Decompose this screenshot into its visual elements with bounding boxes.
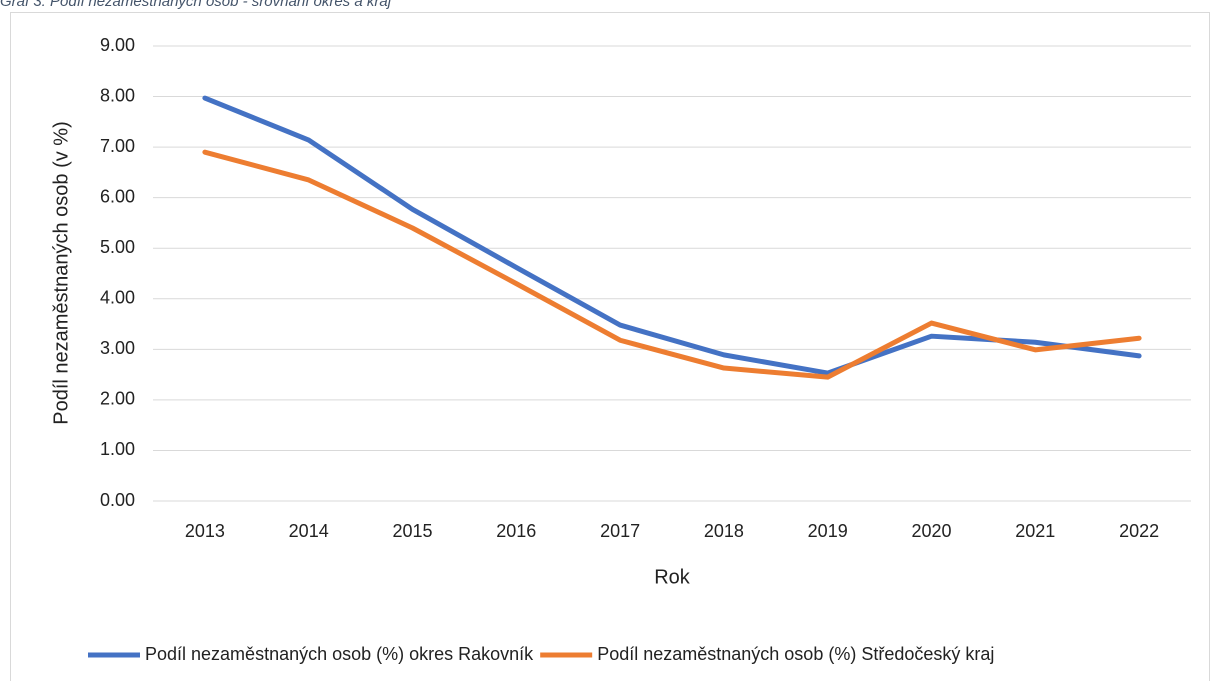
x-tick-label: 2019 [808, 521, 848, 541]
y-tick-label: 5.00 [100, 237, 135, 257]
chart-frame [10, 12, 1210, 681]
legend-label: Podíl nezaměstnaných osob (%) Středočesk… [597, 644, 994, 664]
y-tick-label: 9.00 [100, 35, 135, 55]
y-tick-label: 3.00 [100, 338, 135, 358]
x-tick-label: 2016 [496, 521, 536, 541]
y-tick-label: 8.00 [100, 85, 135, 105]
x-tick-label: 2022 [1119, 521, 1159, 541]
y-tick-label: 0.00 [100, 490, 135, 510]
caption: Graf 3: Podíl nezaměstnaných osob - srov… [0, 0, 392, 10]
x-tick-label: 2014 [289, 521, 329, 541]
legend-label: Podíl nezaměstnaných osob (%) okres Rako… [145, 644, 534, 664]
data-line [202, 149, 1142, 380]
y-tick-label: 7.00 [100, 136, 135, 156]
x-tick-label: 2015 [392, 521, 432, 541]
x-tick-label: 2018 [704, 521, 744, 541]
y-tick-label: 4.00 [100, 288, 135, 308]
x-tick-label: 2020 [911, 521, 951, 541]
y-tick-label: 2.00 [100, 389, 135, 409]
y-axis-title: Podíl nezaměstnaných osob (v %) [50, 121, 72, 425]
y-tick-label: 1.00 [100, 439, 135, 459]
data-line [202, 95, 1142, 376]
x-tick-label: 2013 [185, 521, 225, 541]
x-tick-label: 2021 [1015, 521, 1055, 541]
y-tick-label: 6.00 [100, 186, 135, 206]
x-tick-label: 2017 [600, 521, 640, 541]
x-axis-title: Rok [654, 566, 691, 588]
